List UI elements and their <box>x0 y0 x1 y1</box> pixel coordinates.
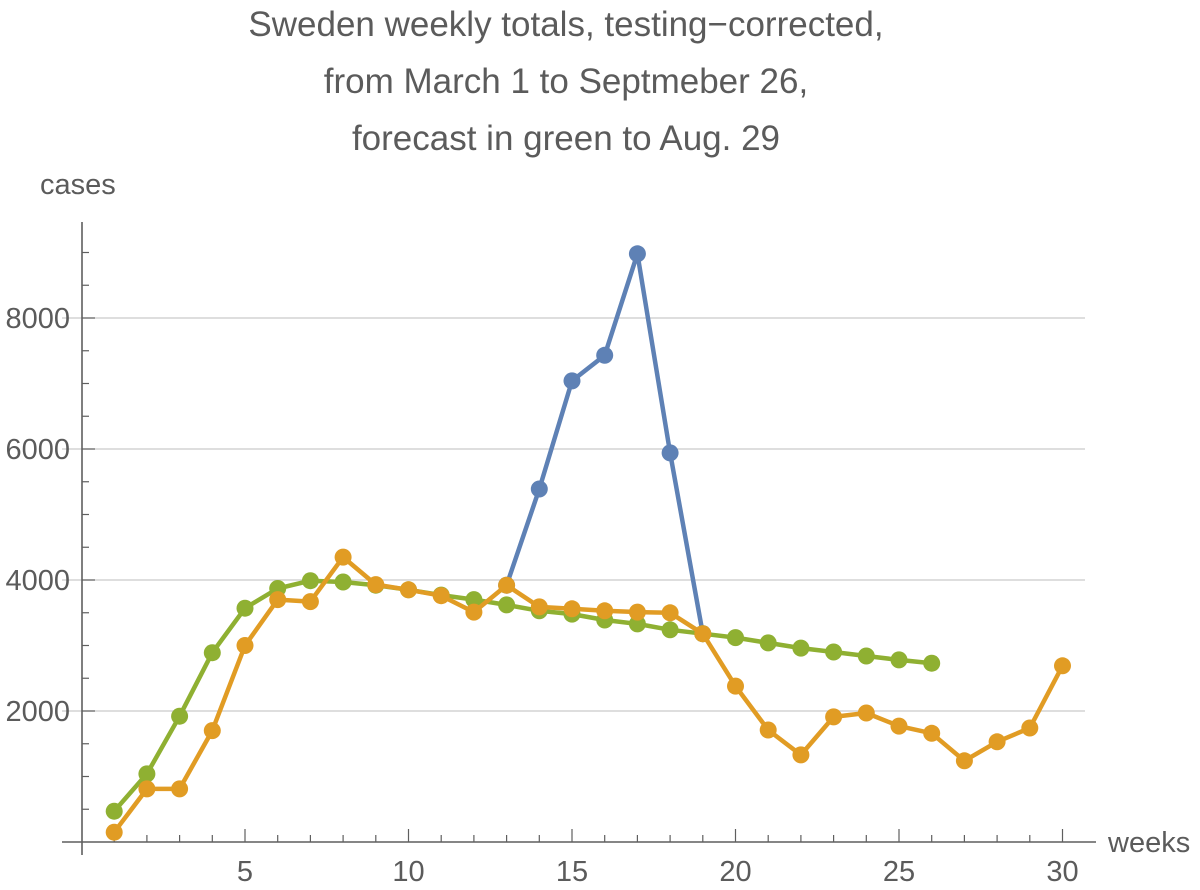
data-point-testing-corrected <box>203 722 221 740</box>
data-point-testing-corrected <box>367 576 385 594</box>
ticks <box>82 251 1064 842</box>
data-point-testing-corrected <box>661 604 679 622</box>
series-line-forecast <box>112 578 932 813</box>
y-tick-label: 4000 <box>5 565 70 597</box>
x-tick-label: 10 <box>392 856 424 888</box>
data-point-forecast <box>138 765 156 783</box>
gridlines <box>62 317 1085 712</box>
data-point-reported <box>596 346 614 364</box>
axes <box>62 222 1096 855</box>
data-point-forecast <box>105 802 123 820</box>
data-point-forecast <box>203 644 221 662</box>
chart-title-line-3: forecast in green to Aug. 29 <box>352 119 780 158</box>
data-point-testing-corrected <box>890 717 908 735</box>
data-point-forecast <box>825 643 843 661</box>
series-layer <box>105 245 1071 841</box>
x-axis-label: weeks <box>1107 827 1190 859</box>
data-point-testing-corrected <box>628 603 646 621</box>
data-point-testing-corrected <box>563 600 581 618</box>
data-point-forecast <box>727 629 744 647</box>
series-reported <box>498 245 712 643</box>
data-point-reported <box>530 480 548 498</box>
tick-labels: 2000 4000 6000 8000 5 10 15 20 25 30 <box>5 303 1078 888</box>
data-point-testing-corrected <box>236 637 254 654</box>
data-point-reported <box>661 444 679 462</box>
series-line-testing-corrected <box>112 554 1065 834</box>
data-point-forecast <box>923 654 941 672</box>
data-point-testing-corrected <box>105 823 123 841</box>
chart-title-line-1: Sweden weekly totals, testing−corrected, <box>248 5 883 44</box>
x-tick-label: 5 <box>237 856 253 888</box>
series-forecast <box>105 572 941 820</box>
data-point-testing-corrected <box>301 593 319 611</box>
data-point-testing-corrected <box>759 721 777 739</box>
data-point-testing-corrected <box>334 548 352 566</box>
data-point-testing-corrected <box>465 603 483 621</box>
data-point-forecast <box>334 573 352 591</box>
data-point-testing-corrected <box>1021 719 1039 737</box>
data-point-testing-corrected <box>432 587 450 605</box>
x-tick-label: 20 <box>719 856 751 888</box>
data-point-testing-corrected <box>400 581 417 599</box>
data-point-forecast <box>498 596 516 614</box>
x-tick-label: 15 <box>556 856 588 888</box>
series-line-reported <box>504 251 706 635</box>
data-point-testing-corrected <box>792 746 810 764</box>
data-point-forecast <box>890 651 908 669</box>
data-point-forecast <box>759 634 777 652</box>
y-tick-label: 6000 <box>5 434 70 466</box>
data-point-testing-corrected <box>171 780 189 798</box>
y-tick-label: 2000 <box>5 696 70 728</box>
data-point-testing-corrected <box>694 625 712 643</box>
data-point-reported <box>563 372 581 390</box>
data-point-forecast <box>857 647 875 665</box>
data-point-testing-corrected <box>596 602 614 620</box>
data-point-forecast <box>171 707 189 725</box>
data-point-testing-corrected <box>498 576 516 594</box>
data-point-testing-corrected <box>530 598 548 616</box>
x-tick-label: 25 <box>883 856 915 888</box>
data-point-testing-corrected <box>955 752 973 770</box>
chart-title: Sweden weekly totals, testing−corrected,… <box>248 5 883 158</box>
data-point-reported <box>628 245 646 263</box>
data-point-forecast <box>628 615 646 633</box>
data-point-testing-corrected <box>857 704 875 722</box>
data-point-forecast <box>301 572 319 590</box>
data-point-forecast <box>661 621 679 639</box>
y-tick-label: 8000 <box>5 303 70 335</box>
data-point-testing-corrected <box>923 724 941 742</box>
y-axis-label: cases <box>40 169 116 201</box>
data-point-testing-corrected <box>138 780 156 798</box>
data-point-forecast <box>236 599 254 617</box>
data-point-forecast <box>465 591 483 609</box>
data-point-testing-corrected <box>988 733 1006 751</box>
chart-title-line-2: from March 1 to Septmeber 26, <box>324 62 808 101</box>
data-point-forecast <box>792 639 810 657</box>
data-point-testing-corrected <box>727 677 744 695</box>
data-point-testing-corrected <box>825 708 843 726</box>
data-point-testing-corrected <box>1054 657 1071 675</box>
x-tick-label: 30 <box>1046 856 1078 888</box>
series-testing-corrected <box>105 548 1071 841</box>
data-point-testing-corrected <box>269 591 287 609</box>
